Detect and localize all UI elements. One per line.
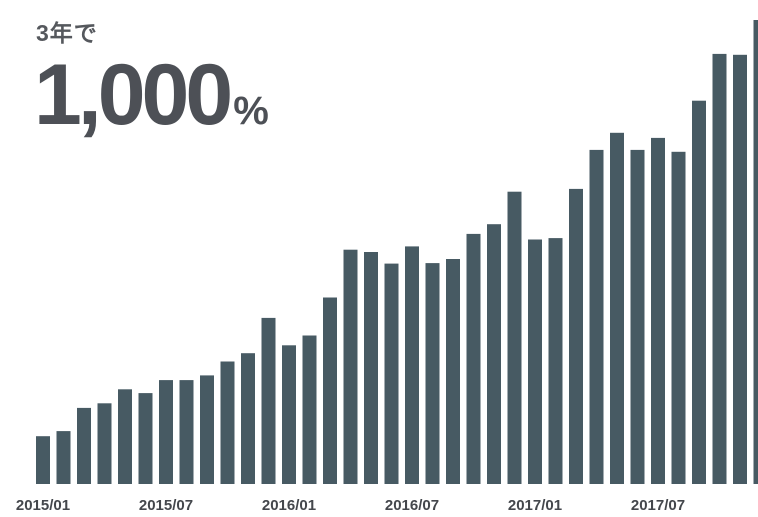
bar-2015-02 bbox=[56, 431, 71, 484]
bar-2015-10 bbox=[220, 361, 235, 484]
bar-2015-11 bbox=[241, 353, 255, 484]
bar-2017-04 bbox=[589, 149, 604, 484]
bar-2016-05 bbox=[364, 252, 378, 484]
bar-2017-12 bbox=[753, 20, 758, 484]
bar-2017-05 bbox=[610, 132, 624, 485]
bar-2016-02 bbox=[302, 335, 317, 484]
bar-2017-11 bbox=[733, 54, 747, 485]
headline-unit: % bbox=[233, 89, 269, 133]
bar-2016-11 bbox=[487, 224, 501, 484]
x-tick-label: 2016/07 bbox=[385, 497, 439, 514]
bar-2017-08 bbox=[671, 151, 686, 485]
x-tick-label: 2016/01 bbox=[262, 497, 316, 514]
bar-2016-07 bbox=[405, 246, 419, 484]
bar-2016-08 bbox=[425, 263, 440, 484]
bar-2015-05 bbox=[118, 389, 132, 484]
x-tick-label: 2015/07 bbox=[139, 497, 193, 514]
headline-subtitle: 3年で bbox=[36, 20, 98, 46]
headline-value: 1,000 bbox=[34, 47, 233, 143]
bar-series bbox=[36, 20, 758, 485]
x-tick-label: 2017/07 bbox=[631, 497, 685, 514]
bar-2015-08 bbox=[179, 380, 194, 484]
bar-2017-07 bbox=[651, 137, 665, 484]
bar-2015-03 bbox=[77, 407, 91, 484]
bar-2017-01 bbox=[528, 239, 542, 484]
bar-2016-06 bbox=[384, 263, 399, 484]
bar-2015-12 bbox=[261, 317, 276, 484]
bar-2015-01 bbox=[36, 436, 50, 484]
x-tick-label: 2017/01 bbox=[508, 497, 562, 514]
bar-2017-09 bbox=[692, 100, 706, 484]
bar-2015-06 bbox=[138, 393, 153, 484]
bar-2016-12 bbox=[507, 191, 522, 484]
bar-2016-09 bbox=[446, 259, 460, 484]
headline-figure: 1,000% bbox=[34, 52, 269, 138]
bar-2016-04 bbox=[343, 249, 358, 484]
x-axis-tick-labels: 2015/01 2015/07 2016/01 2016/07 2017/01 2017/… bbox=[16, 497, 685, 514]
bar-2015-07 bbox=[159, 380, 173, 484]
bar-2016-10 bbox=[466, 233, 481, 484]
x-tick-label: 2015/01 bbox=[16, 497, 70, 514]
bar-2017-03 bbox=[569, 188, 583, 484]
bar-2016-03 bbox=[323, 297, 337, 484]
bar-2017-10 bbox=[712, 53, 727, 485]
bar-2016-01 bbox=[282, 345, 296, 484]
bar-2015-04 bbox=[97, 403, 112, 484]
bar-2015-09 bbox=[200, 375, 214, 484]
bar-2017-06 bbox=[630, 149, 645, 484]
bar-2017-02 bbox=[548, 238, 563, 484]
